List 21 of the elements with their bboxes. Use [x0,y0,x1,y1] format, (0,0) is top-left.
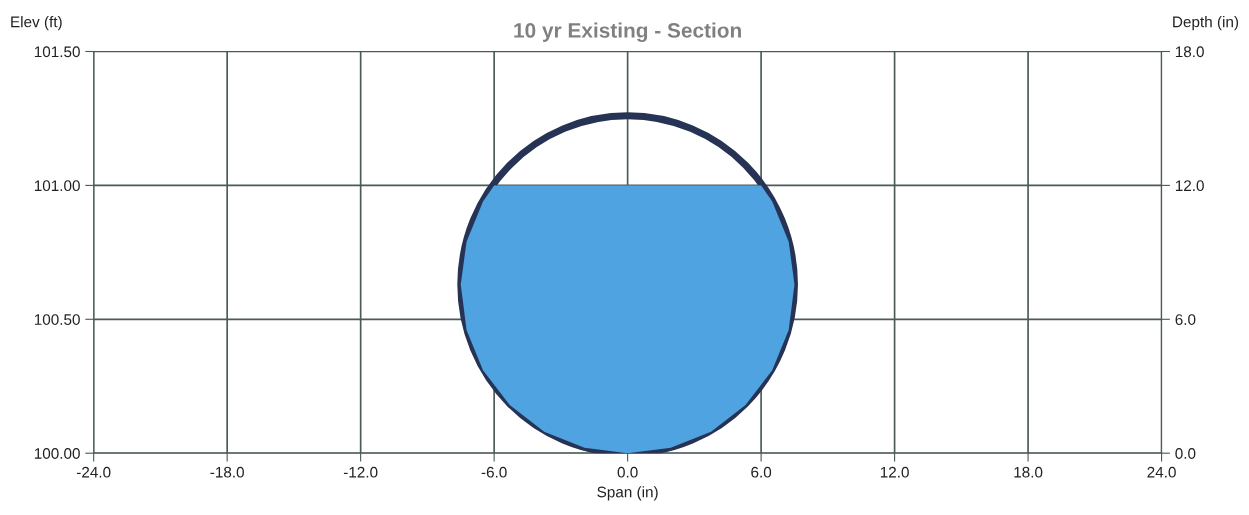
x-tick-label: -24.0 [76,466,111,478]
chart-title: 10 yr Existing - Section [514,22,741,43]
x-tick-label: 6.0 [751,466,772,478]
x-tick-label: 24.0 [1147,466,1176,478]
x-tick-label: 12.0 [880,466,909,478]
x-tick-label: 0.0 [617,466,638,478]
x-tick-label: 18.0 [1014,466,1043,478]
y2-tick-label: 12.0 [1175,180,1204,192]
y2-axis-title: Depth (in) [1173,16,1239,31]
y2-tick-label: 6.0 [1175,314,1196,325]
y-tick-label: 101.00 [34,180,80,192]
y-axis-title: Elev (ft) [11,16,62,31]
y2-tick-label: 0.0 [1175,448,1196,459]
y-tick-label: 101.50 [34,46,80,58]
x-tick-label: -6.0 [481,466,507,478]
x-axis-title: Span (in) [597,486,658,501]
y-tick-label: 100.00 [34,448,80,459]
x-tick-label: -18.0 [210,466,244,478]
y2-tick-label: 18.0 [1175,46,1204,58]
y-tick-label: 100.50 [34,314,80,325]
x-tick-label: -12.0 [343,466,378,478]
